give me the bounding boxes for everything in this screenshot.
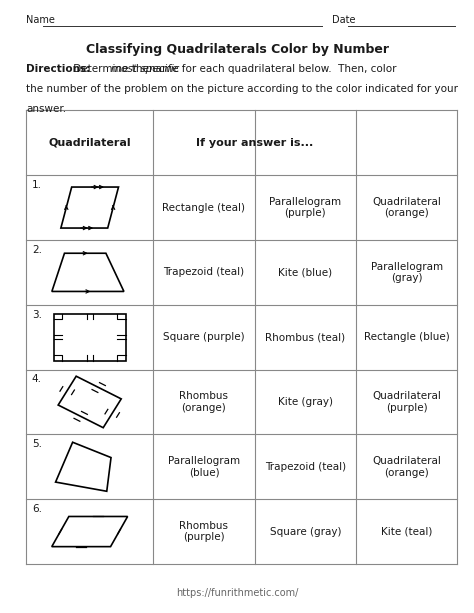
Text: name for each quadrilateral below.  Then, color: name for each quadrilateral below. Then,… — [149, 64, 397, 74]
Text: https://funrithmetic.com/: https://funrithmetic.com/ — [176, 588, 298, 598]
Text: Parallelogram
(purple): Parallelogram (purple) — [269, 197, 341, 218]
Text: the number of the problem on the picture according to the color indicated for yo: the number of the problem on the picture… — [26, 84, 458, 94]
Text: Square (purple): Square (purple) — [163, 332, 245, 342]
Text: 5.: 5. — [32, 440, 42, 449]
Text: Rhombus
(purple): Rhombus (purple) — [180, 521, 228, 543]
Text: Rhombus
(orange): Rhombus (orange) — [180, 391, 228, 413]
Text: answer.: answer. — [26, 104, 66, 114]
Text: Determine the: Determine the — [70, 64, 152, 74]
Text: 4.: 4. — [32, 375, 42, 384]
Text: Quadrilateral
(orange): Quadrilateral (orange) — [372, 456, 441, 478]
Text: 6.: 6. — [32, 504, 42, 514]
Text: Directions:: Directions: — [26, 64, 91, 74]
Text: 1.: 1. — [32, 180, 42, 190]
Text: Quadrilateral
(purple): Quadrilateral (purple) — [372, 391, 441, 413]
Text: most specific: most specific — [111, 64, 180, 74]
Text: Square (gray): Square (gray) — [270, 527, 341, 536]
Text: Rectangle (teal): Rectangle (teal) — [163, 202, 246, 213]
Text: 3.: 3. — [32, 310, 42, 319]
Text: 2.: 2. — [32, 245, 42, 255]
Text: Parallelogram
(gray): Parallelogram (gray) — [371, 262, 443, 283]
Text: Trapezoid (teal): Trapezoid (teal) — [164, 267, 245, 277]
Text: Kite (blue): Kite (blue) — [278, 267, 332, 277]
Text: Name: Name — [26, 15, 55, 25]
Text: Kite (gray): Kite (gray) — [278, 397, 333, 407]
Text: Parallelogram
(blue): Parallelogram (blue) — [168, 456, 240, 478]
Text: Classifying Quadrilaterals Color by Number: Classifying Quadrilaterals Color by Numb… — [85, 43, 389, 56]
Text: Quadrilateral
(orange): Quadrilateral (orange) — [372, 197, 441, 218]
Text: Quadrilateral: Quadrilateral — [48, 138, 131, 148]
Text: Trapezoid (teal): Trapezoid (teal) — [265, 462, 346, 472]
Text: Date: Date — [332, 15, 356, 25]
Text: If your answer is...: If your answer is... — [196, 138, 313, 148]
Text: Kite (teal): Kite (teal) — [381, 527, 432, 536]
Text: Rectangle (blue): Rectangle (blue) — [364, 332, 450, 342]
Text: Rhombus (teal): Rhombus (teal) — [265, 332, 346, 342]
